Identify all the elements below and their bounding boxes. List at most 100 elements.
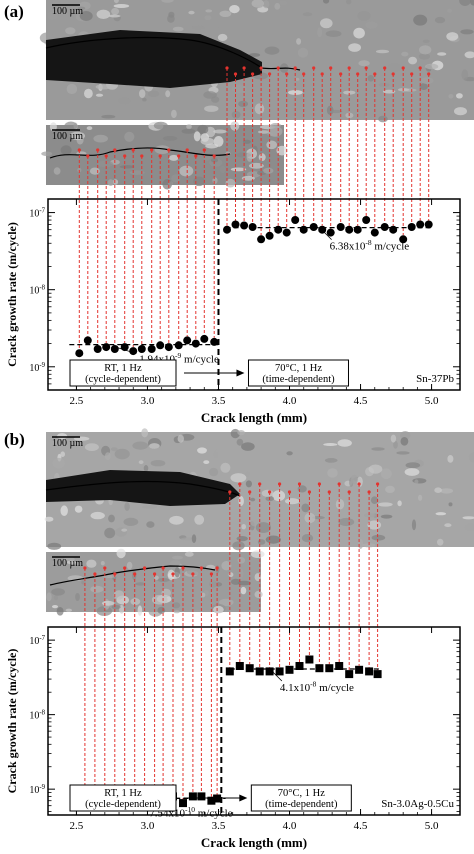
panel-b-micrograph-grain xyxy=(142,505,158,509)
panel-b-micrograph-grain xyxy=(104,452,111,461)
panel-a-micrograph-grain xyxy=(186,124,192,130)
panel-a-micrograph-grain xyxy=(242,139,251,144)
panel-a-data-point xyxy=(137,345,146,353)
panel-a-regime2-line1: 70°C, 1 Hz xyxy=(275,363,322,374)
panel-b-micrograph-grain xyxy=(390,434,397,443)
panel-a-micrograph-grain xyxy=(69,131,85,141)
panel-b-micrograph-grain xyxy=(65,608,73,612)
panel-b-crack-tip-marker xyxy=(248,490,252,494)
panel-a-micrograph-grain xyxy=(204,24,220,36)
panel-a-micrograph-grain xyxy=(84,88,93,99)
panel-a-micrograph-grain xyxy=(154,145,170,155)
panel-a-crack-tip-marker xyxy=(212,154,216,158)
panel-b-crack-tip-marker xyxy=(133,572,137,576)
panel-b-micrograph-grain xyxy=(323,443,338,446)
panel-a-micrograph-grain xyxy=(181,128,196,134)
panel-a-micrograph-grain xyxy=(263,167,274,174)
panel-a-micrograph-grain xyxy=(263,0,270,9)
panel-b-crack-tip-marker xyxy=(209,572,213,576)
panel-a-micrograph-grain xyxy=(200,137,215,146)
panel-b-data-point xyxy=(275,667,284,676)
panel-b-micrograph-grain xyxy=(220,462,231,473)
panel-a-micrograph-grain xyxy=(422,39,430,43)
panel-b-data-point xyxy=(188,792,197,801)
panel-b-micrograph-grain xyxy=(338,517,355,527)
panel-a-data-point xyxy=(191,339,200,348)
panel-a-crack-tip-marker xyxy=(131,148,135,152)
panel-a-crack-tip-marker xyxy=(410,72,414,76)
panel-a-micrograph-grain xyxy=(246,151,253,162)
panel-a-crack-tip-marker xyxy=(167,148,171,152)
panel-b-micrograph-grain xyxy=(447,455,454,463)
panel-a-micrograph-grain xyxy=(101,114,116,119)
panel-b-micrograph-grain xyxy=(396,451,410,455)
panel-a-micrograph-grain xyxy=(420,77,434,84)
panel-b-micrograph-grain xyxy=(368,464,383,474)
panel-a-micrograph-grain xyxy=(172,26,184,32)
panel-b-data-point xyxy=(365,667,374,676)
panel-a-micrograph-grain xyxy=(266,140,278,150)
panel-a-crack-tip-marker xyxy=(225,66,229,70)
panel-b-micrograph-grain xyxy=(350,474,359,485)
panel-a-micrograph-grain xyxy=(212,177,218,185)
panel-a-crack-tip-marker xyxy=(77,148,81,152)
panel-b-micrograph-grain xyxy=(110,447,118,452)
panel-b-micrograph-grain xyxy=(135,582,146,586)
panel-a-micrograph-grain xyxy=(230,121,240,131)
panel-b-micrograph-grain xyxy=(324,458,338,463)
panel-a-micrograph-grain xyxy=(203,154,211,161)
panel-b-micrograph-grain xyxy=(232,541,245,551)
panel-a-data-point xyxy=(164,343,173,352)
panel-b-data-point xyxy=(345,670,354,679)
panel-a-crack-tip-marker xyxy=(86,154,90,158)
panel-a-micrograph-grain xyxy=(437,52,447,56)
panel-a-micrograph-grain xyxy=(219,165,226,174)
panel-a-micrograph-grain xyxy=(97,160,114,168)
panel-b-crack-tip-marker xyxy=(228,490,232,494)
panel-b-x-tick-label: 3.0 xyxy=(141,820,155,832)
panel-b-micrograph-grain xyxy=(56,607,64,616)
panel-a-micrograph-grain xyxy=(96,9,111,19)
panel-b-micrograph-grain xyxy=(230,578,241,585)
panel-b-micrograph-grain xyxy=(257,539,266,545)
panel-b-micrograph-grain xyxy=(157,606,166,614)
panel-a-micrograph-grain xyxy=(323,0,330,4)
panel-a-micrograph-grain xyxy=(193,131,201,142)
panel-b-data-point xyxy=(325,664,334,673)
panel-b-micrograph-grain xyxy=(124,502,130,511)
panel-b-micrograph-grain xyxy=(181,460,186,468)
panel-b-micrograph-grain xyxy=(53,594,59,601)
panel-b-micrograph-grain xyxy=(236,536,248,542)
panel-b-micrograph-grain xyxy=(393,440,398,449)
panel-b-micrograph-grain xyxy=(52,605,58,609)
panel-b-crack-tip-marker xyxy=(181,566,185,570)
panel-b-micrograph-grain xyxy=(221,561,232,571)
panel-b-micrograph-grain xyxy=(265,535,281,544)
panel-b-crack-tip-marker xyxy=(307,490,311,494)
panel-b-micrograph-grain xyxy=(51,588,65,596)
panel-a-crack-tip-marker xyxy=(347,66,351,70)
panel-b-micrograph-grain xyxy=(370,496,379,505)
panel-a-crack-tip-marker xyxy=(251,72,255,76)
panel-a-data-point xyxy=(407,223,416,231)
panel-a-micrograph-grain xyxy=(203,91,217,99)
panel-b-micrograph-grain xyxy=(462,516,474,520)
panel-b-micrograph-grain xyxy=(60,451,65,458)
panel-b-x-tick-label: 5.0 xyxy=(425,820,439,832)
panel-b-crack-tip-marker xyxy=(113,572,117,576)
panel-a-micrograph-grain xyxy=(161,0,174,3)
panel-a-material-label: Sn-37Pb xyxy=(416,373,454,385)
panel-a-crack-tip-marker xyxy=(401,66,405,70)
panel-a-micrograph-grain xyxy=(367,75,375,82)
panel-a-micrograph-grain xyxy=(231,111,241,119)
panel-a-x-tick-label: 4.5 xyxy=(354,395,368,407)
panel-a-micrograph-grain xyxy=(401,51,409,57)
panel-a-crack-tip-marker xyxy=(339,72,343,76)
panel-b-crack-tip-marker xyxy=(317,482,321,486)
panel-b-micrograph-grain xyxy=(151,594,168,605)
panel-a-micrograph-grain xyxy=(113,4,130,8)
panel-b-micrograph-grain xyxy=(285,498,300,505)
panel-b-micrograph-grain xyxy=(209,467,219,477)
panel-a-crack-tip-marker xyxy=(268,72,272,76)
panel-a-micrograph-grain xyxy=(425,63,439,70)
